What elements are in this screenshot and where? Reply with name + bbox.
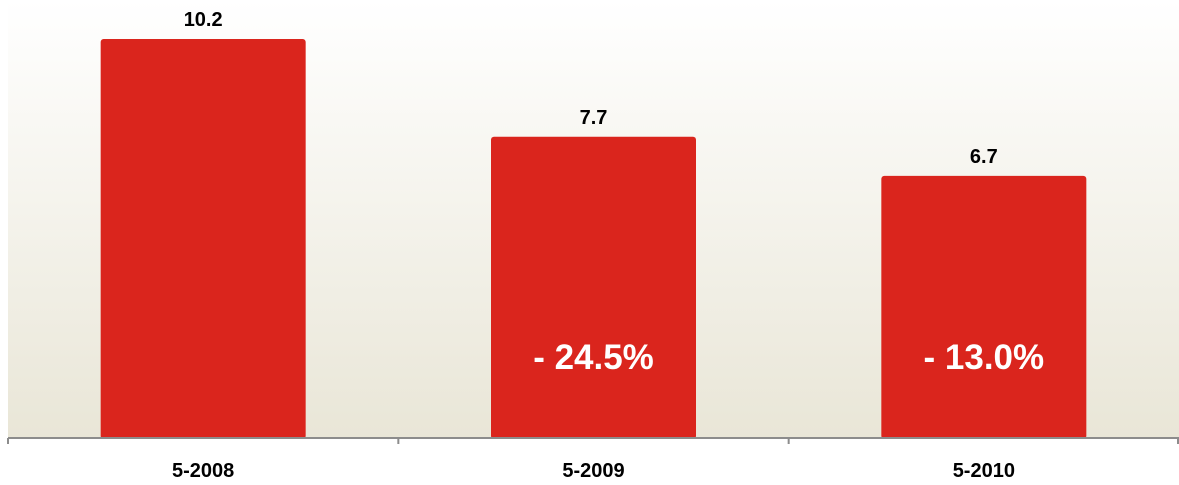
x-axis-ticks: [7, 438, 1179, 444]
value-labels: 10.2 7.7 6.7: [184, 9, 998, 168]
data-label: 10.2: [184, 9, 223, 31]
bar-5-2009: [491, 136, 696, 439]
x-tick-label: 5-2010: [953, 460, 1015, 482]
bars: [100, 39, 1087, 440]
bar-5-2010: [881, 175, 1087, 440]
x-tick-label: 5-2008: [172, 460, 234, 482]
change-label: - 13.0%: [924, 338, 1045, 377]
change-label: - 24.5%: [533, 338, 654, 377]
x-axis-tick-labels: 5-2008 5-2009 5-2010: [172, 460, 1015, 482]
x-tick-label: 5-2009: [562, 460, 624, 482]
data-label: 6.7: [970, 146, 998, 168]
change-labels: - 24.5% - 13.0%: [533, 338, 1044, 377]
bar-5-2008: [100, 39, 306, 439]
data-label: 7.7: [580, 107, 608, 129]
